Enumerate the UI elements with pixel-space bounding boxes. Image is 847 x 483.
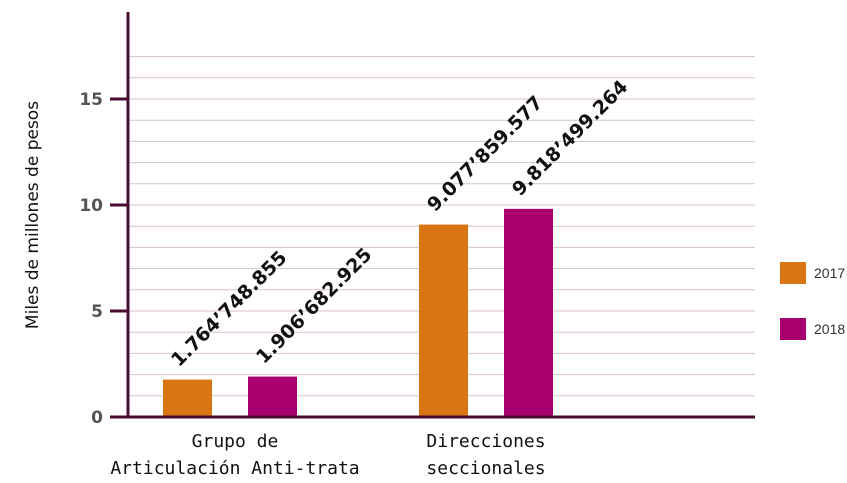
data-label: 9.077’859.577: [423, 92, 547, 216]
data-label: 9.818’499.264: [508, 76, 632, 200]
legend: 2017 2018: [780, 262, 845, 340]
legend-label-2018: 2018: [814, 321, 845, 337]
y-tick-label: 10: [79, 196, 103, 216]
x-category-label: seccionales: [426, 458, 545, 479]
x-category-label: Direcciones: [426, 431, 545, 452]
y-tick-label: 5: [91, 302, 103, 322]
y-tick-label: 0: [91, 408, 103, 428]
y-ticks: 0 5 10 15: [79, 90, 128, 428]
bar-2018-2: [504, 208, 553, 417]
bars: [163, 208, 553, 417]
x-category-label: Articulación Anti-trata: [110, 458, 359, 479]
bar-2018-1: [248, 376, 297, 417]
x-category-label: Grupo de: [192, 431, 279, 452]
legend-label-2017: 2017: [814, 265, 845, 281]
bar-2017-2: [419, 224, 468, 417]
x-category-labels: Grupo de Articulación Anti-trata Direccion…: [110, 431, 545, 479]
legend-swatch-2018: [780, 318, 806, 340]
y-tick-label: 15: [79, 90, 103, 110]
y-axis-label: Miles de millones de pesos: [23, 101, 43, 329]
bar-2017-1: [163, 379, 212, 417]
axes: [110, 12, 755, 419]
legend-swatch-2017: [780, 262, 806, 284]
